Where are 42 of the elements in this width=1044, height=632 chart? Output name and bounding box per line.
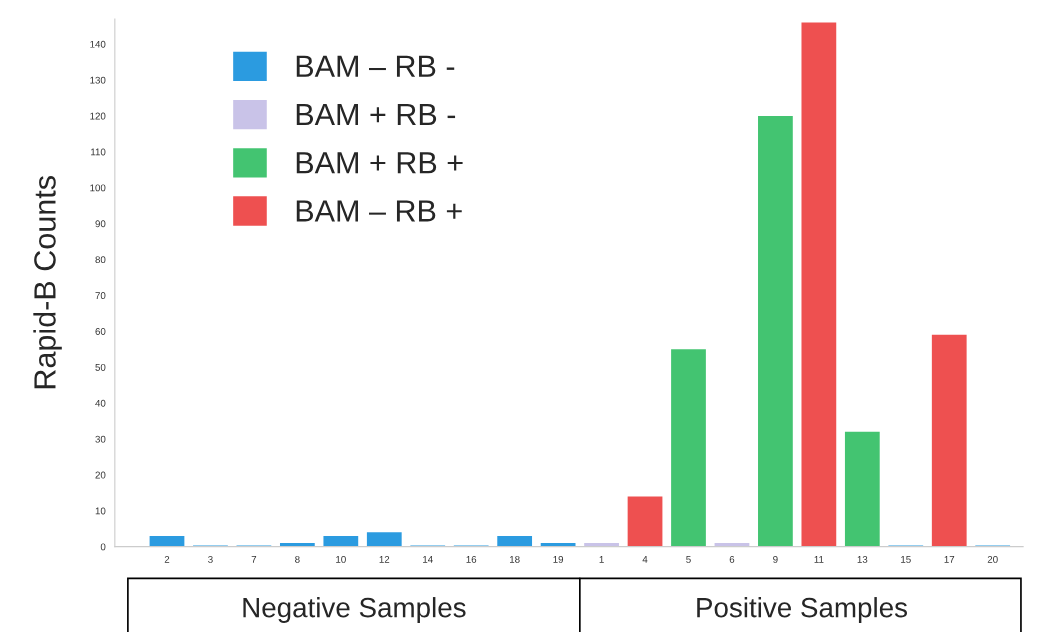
y-tick-label: 100 (90, 184, 106, 192)
x-tick-label: 5 (686, 556, 691, 563)
x-tick-label: 1 (599, 556, 604, 563)
x-tick-label: 8 (295, 555, 300, 563)
y-tick-label: 20 (95, 471, 106, 479)
x-tick-label: 10 (336, 555, 346, 563)
x-tick-label: 19 (553, 555, 564, 563)
y-tick-label: 120 (90, 112, 106, 120)
y-tick-label: 80 (95, 256, 106, 264)
text: Positive Samples (697, 597, 908, 623)
y-tick-label: 10 (95, 507, 106, 515)
x-tick-label: 9 (773, 555, 778, 563)
x-tick-label: 20 (987, 555, 998, 563)
x-tick-label: 6 (729, 555, 735, 563)
y-tick-label: 50 (95, 363, 106, 371)
x-tick-label: 14 (423, 556, 433, 563)
x-tick-label: 11 (814, 556, 824, 563)
y-tick-label: 140 (90, 40, 106, 48)
x-tick-label: 17 (944, 556, 955, 563)
x-tick-label: 7 (251, 556, 257, 563)
y-tick-label: 40 (95, 399, 106, 407)
x-tick-label: 18 (509, 555, 520, 563)
y-tick-label: 70 (95, 292, 106, 299)
y-tick-label: 90 (95, 220, 106, 228)
y-axis-title: Rapid-B Counts (33, 176, 62, 389)
y-tick-label: 60 (95, 328, 106, 335)
legend-label: BAM – RB - (296, 55, 455, 77)
y-tick-label: 110 (91, 148, 106, 156)
x-tick-label: 4 (642, 556, 648, 563)
y-tick-label: 30 (95, 435, 106, 443)
x-tick-label: 3 (208, 555, 213, 563)
legend-label: BAM – RB + (296, 200, 462, 222)
x-tick-label: 16 (466, 555, 477, 563)
x-tick-label: 2 (164, 555, 170, 563)
x-tick-label: 12 (379, 555, 390, 563)
legend-label: BAM + RB + (296, 152, 463, 174)
x-tick-label: 15 (901, 556, 911, 563)
y-tick-label: 130 (90, 76, 106, 84)
legend-label: BAM + RB - (296, 103, 456, 125)
text: Negative Samples (243, 597, 466, 623)
x-tick-label: 13 (857, 555, 868, 563)
y-tick-label: 0 (100, 543, 106, 551)
